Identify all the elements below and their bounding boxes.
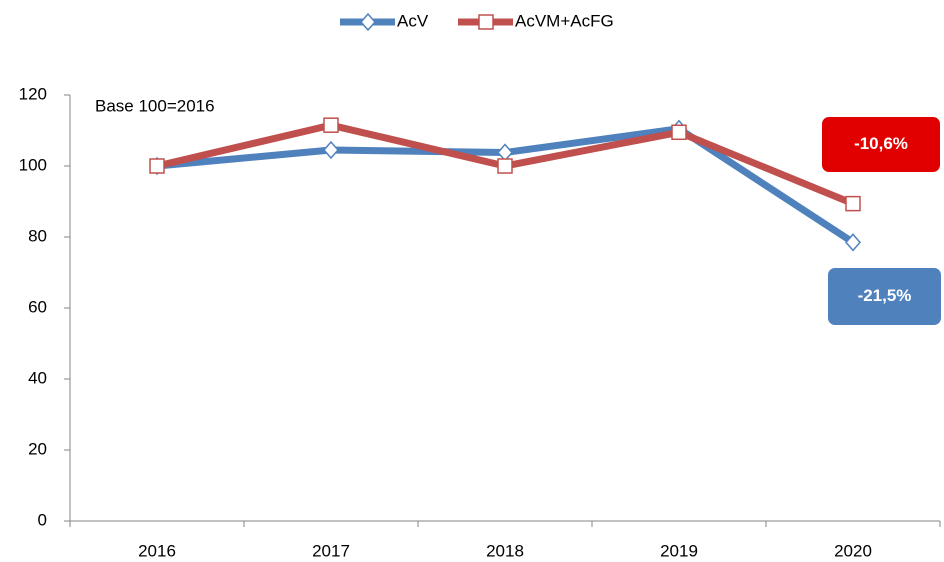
y-tick-label: 80 <box>28 226 47 245</box>
data-point <box>323 140 339 160</box>
data-point <box>845 233 861 252</box>
marker <box>360 12 376 32</box>
legend-label: AcV <box>397 11 429 30</box>
y-tick-label: 100 <box>19 155 47 174</box>
x-tick-label: 2017 <box>312 541 350 560</box>
data-point <box>497 143 513 162</box>
y-tick-label: 60 <box>28 297 47 316</box>
data-point <box>149 158 165 174</box>
data-point <box>671 124 687 141</box>
annotation: -10,6% <box>854 134 908 153</box>
y-tick-label: 120 <box>19 84 47 103</box>
data-point <box>323 117 339 133</box>
legend-item: AcV <box>340 11 429 32</box>
annotation-box <box>822 117 940 172</box>
x-tick-label: 2018 <box>486 541 524 560</box>
x-tick-label: 2019 <box>660 541 698 560</box>
annotation: -21,5% <box>858 286 912 305</box>
x-tick-label: 2020 <box>834 541 872 560</box>
marker <box>478 14 494 30</box>
data-point <box>497 158 513 174</box>
x-tick-label: 2016 <box>138 541 176 560</box>
y-tick-label: 20 <box>28 439 47 458</box>
y-tick-label: 40 <box>28 368 47 387</box>
annotation: Base 100=2016 <box>95 96 215 115</box>
annotation-box <box>828 268 941 325</box>
y-tick-label: 0 <box>38 510 47 529</box>
legend-item: AcVM+AcFG <box>458 11 614 30</box>
data-point <box>845 195 861 212</box>
legend-label: AcVM+AcFG <box>515 11 614 30</box>
